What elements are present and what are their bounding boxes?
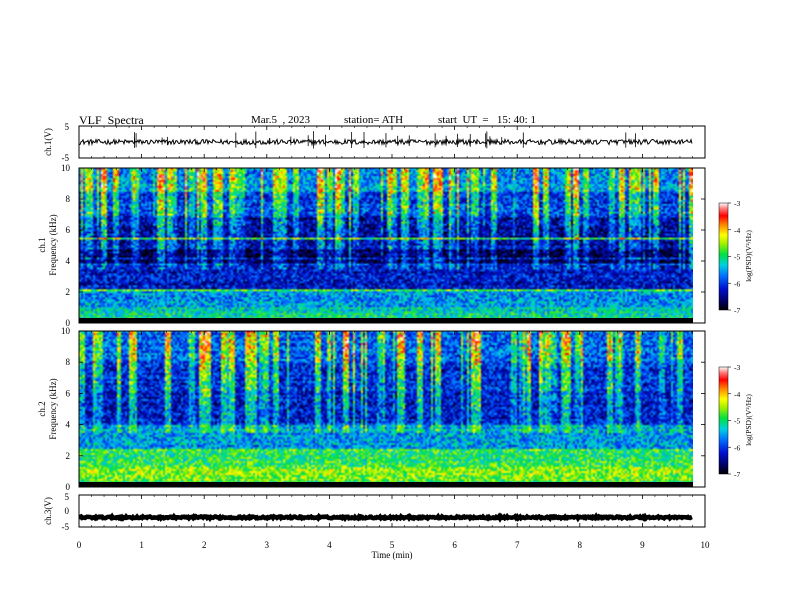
ch2-spec-ylabel-freq: Frequency (kHz) (48, 378, 58, 439)
x-tick-label: 0 (77, 540, 82, 550)
ch3-ylabel: ch.3(V) (43, 497, 53, 525)
ch1-spectrogram-image (79, 168, 693, 323)
colorbar-tick-label: -6 (734, 279, 740, 288)
ch1-waveform-spikes (134, 131, 636, 149)
y-tick-label: 2 (66, 287, 71, 297)
x-tick-label: 6 (452, 540, 457, 550)
ch1-waveform-panel: 5 -5 ch.1(V) (43, 122, 706, 163)
y-tick-label: 0 (66, 482, 71, 492)
y-tick-label: 4 (66, 256, 71, 266)
y-tick-label: 10 (61, 163, 71, 173)
ch1-spec-ylabel-channel: ch.1 (37, 237, 47, 252)
y-tick-label: 2 (66, 451, 71, 461)
ch2-colorbar-label: log(PSD)(V²/Hz) (744, 394, 753, 446)
chart-title: VLF Spectra (79, 113, 144, 127)
ch3-ytick-0: 0 (65, 506, 70, 516)
ch3-waveform-panel: 5 0 -5 ch.3(V) (43, 492, 706, 532)
y-tick-label: 4 (66, 420, 71, 430)
colorbar-tick-label: -4 (734, 390, 740, 399)
colorbar-tick-label: -7 (734, 470, 740, 479)
colorbar-tick-label: -6 (734, 443, 740, 452)
colorbar-tick-label: -3 (734, 199, 740, 208)
x-tick-label: 9 (640, 540, 645, 550)
x-tick-label: 2 (202, 540, 207, 550)
ch1-colorbar-ticks: -3 -4 -5 -6 -7 (728, 199, 740, 315)
ch2-colorbar: -3 -4 -5 -6 -7 log(PSD)(V²/Hz) (718, 363, 753, 479)
ch2-spectrogram-yticks: 0 2 4 6 8 10 (61, 326, 705, 492)
ch1-spec-ylabel-freq: Frequency (kHz) (48, 214, 58, 275)
ch2-colorbar-ticks: -3 -4 -5 -6 -7 (728, 363, 740, 479)
x-tick-label: 7 (515, 540, 520, 550)
y-tick-label: 6 (66, 388, 71, 398)
y-tick-label: 8 (66, 357, 71, 367)
ch2-spectrogram-baseline (79, 482, 693, 487)
colorbar-tick-label: -3 (734, 363, 740, 372)
ch1-ytick-neg5: -5 (62, 153, 70, 163)
ch3-ytick-5: 5 (65, 492, 70, 502)
ch1-spectrogram-panel: 0 2 4 6 8 10 ch.1 Frequency (kHz) (37, 163, 706, 328)
colorbar-tick-label: -7 (734, 306, 740, 315)
x-axis-ticks (78, 126, 706, 527)
ch1-waveform-trace (79, 137, 693, 147)
ch1-colorbar-label: log(PSD)(V²/Hz) (744, 230, 753, 282)
ch1-spectrogram-baseline (79, 318, 693, 323)
y-tick-label: 8 (66, 194, 71, 204)
ch3-ytick-neg5: -5 (62, 522, 70, 532)
x-tick-label: 4 (327, 540, 332, 550)
ch3-waveform-frame (78, 494, 706, 528)
ch1-ylabel: ch.1(V) (43, 128, 53, 156)
ch1-colorbar: -3 -4 -5 -6 -7 log(PSD)(V²/Hz) (718, 199, 753, 315)
y-tick-label: 0 (66, 318, 71, 328)
ch1-spectrogram-yticks: 0 2 4 6 8 10 (61, 163, 705, 328)
ch1-ytick-5: 5 (65, 122, 70, 132)
station-label: station= ATH (344, 114, 404, 126)
ch2-spectrogram-image (79, 331, 693, 487)
colorbar-tick-label: -4 (734, 226, 740, 235)
x-tick-label: 1 (139, 540, 144, 550)
ch3-waveform-trace (78, 512, 693, 523)
x-tick-label: 8 (578, 540, 583, 550)
ch2-colorbar-bar (718, 366, 729, 475)
ch2-spectrogram-panel: 0 2 4 6 8 10 ch.2 Frequency (kHz) (37, 326, 706, 492)
start-time-label: start UT = 15: 40: 1 (438, 114, 536, 126)
ch2-spec-ylabel-channel: ch.2 (37, 401, 47, 416)
y-tick-label: 10 (61, 326, 71, 336)
x-tick-label: 3 (265, 540, 270, 550)
colorbar-tick-label: -5 (734, 253, 740, 262)
date-label: Mar.5 , 2023 (251, 114, 310, 126)
x-tick-label: 5 (390, 540, 395, 550)
x-tick-label: 10 (701, 540, 711, 550)
ch1-colorbar-bar (718, 202, 729, 311)
y-tick-label: 6 (66, 225, 71, 235)
x-axis-tick-labels: 0 1 2 3 4 5 6 7 8 9 10 (77, 540, 710, 550)
x-axis-label: Time (min) (372, 550, 413, 560)
colorbar-tick-label: -5 (734, 417, 740, 426)
